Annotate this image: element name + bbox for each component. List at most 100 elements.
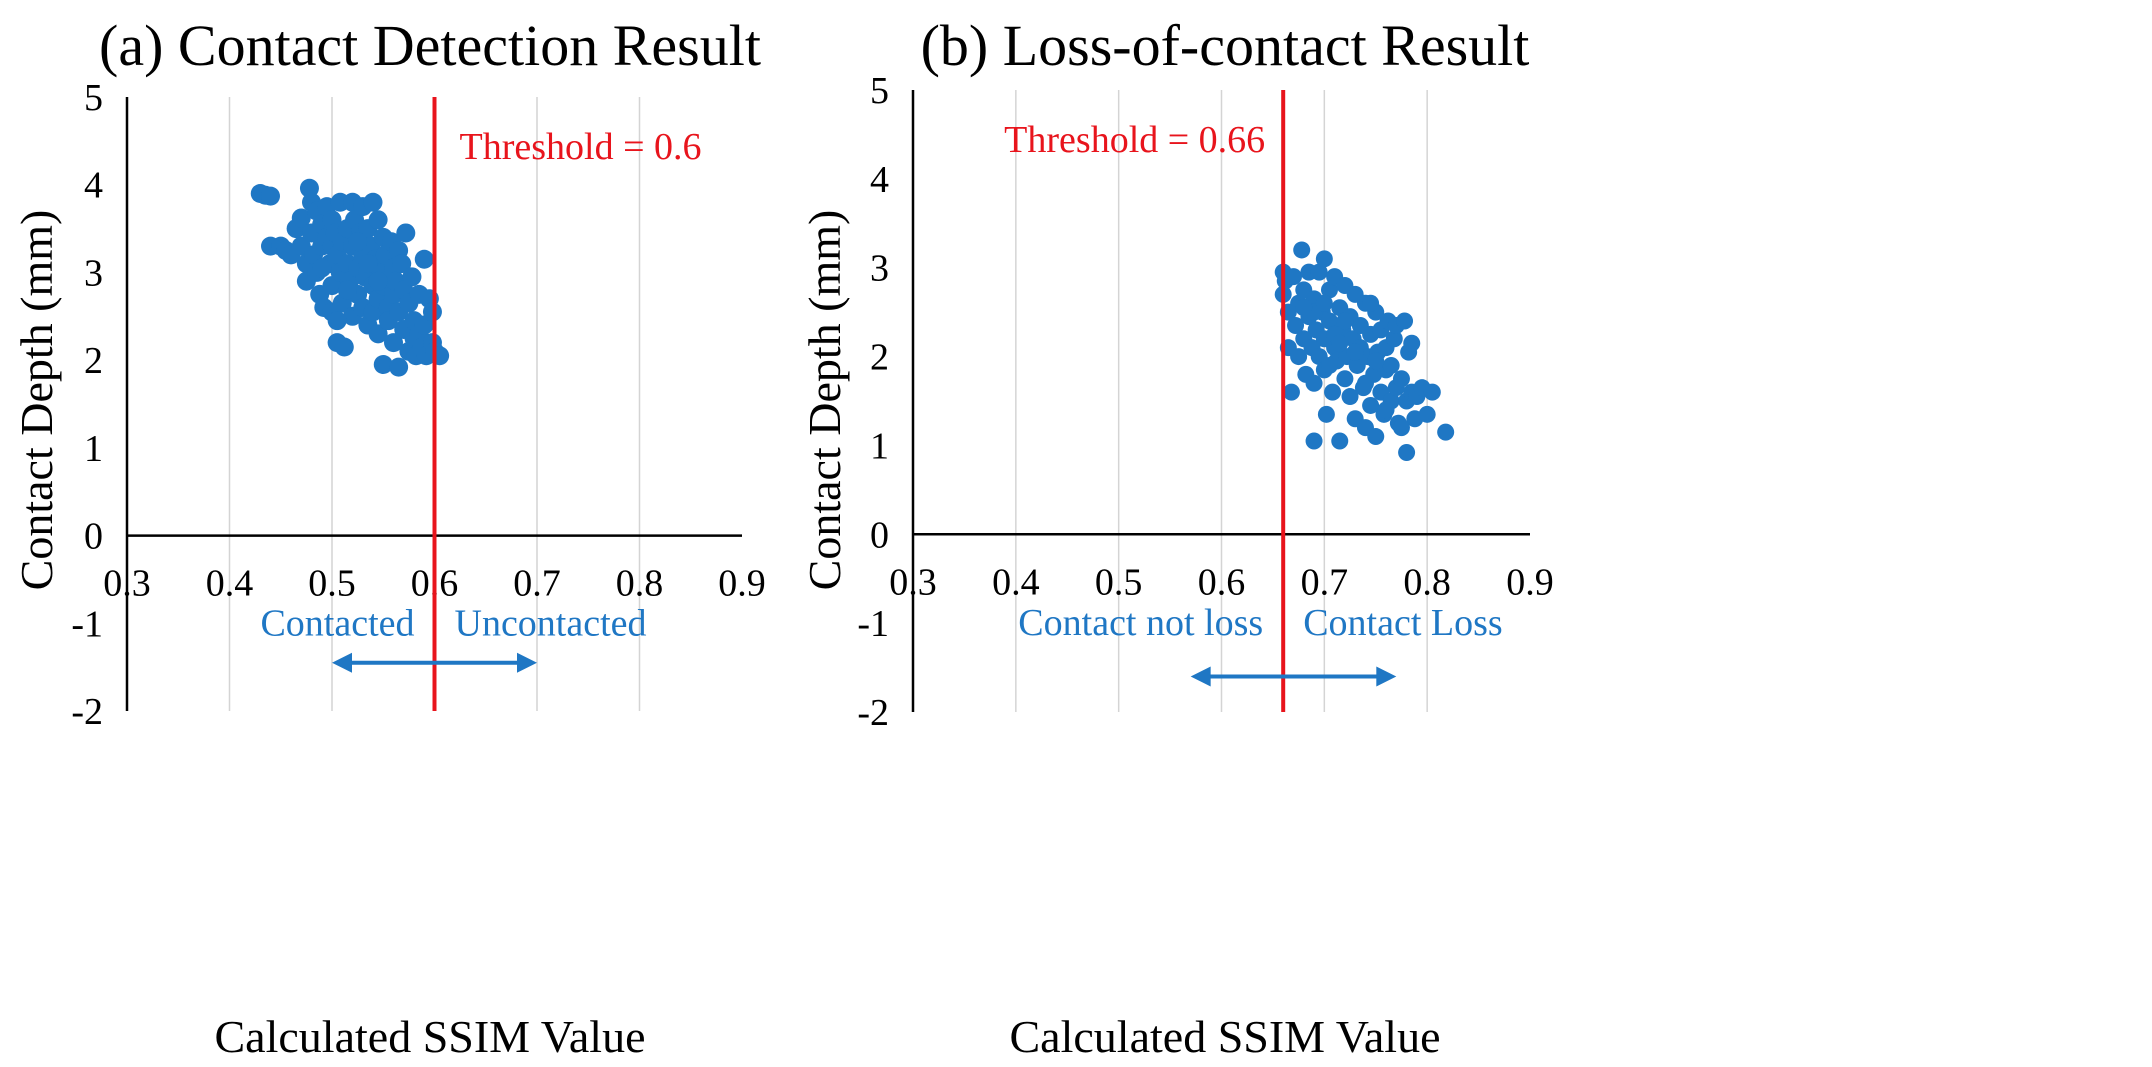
x-tick-label: 0.7 bbox=[1301, 561, 1349, 603]
panel-b-contact-not-loss-label: Contact not loss bbox=[1018, 602, 1263, 644]
scatter-point bbox=[1396, 312, 1414, 330]
scatter-point bbox=[1418, 405, 1436, 423]
panel-a-contacted-label: Contacted bbox=[260, 602, 414, 644]
scatter-point bbox=[358, 254, 378, 274]
scatter-point bbox=[1367, 428, 1385, 446]
panel-a-x-axis-label: Calculated SSIM Value bbox=[215, 1011, 646, 1062]
scatter-point bbox=[1346, 343, 1364, 361]
scatter-point bbox=[1320, 312, 1338, 330]
panel-b-double-arrow bbox=[1190, 666, 1397, 687]
x-tick-label: 0.8 bbox=[1403, 561, 1451, 603]
scatter-point bbox=[402, 267, 422, 287]
y-tick-label: -2 bbox=[857, 692, 889, 734]
panel-b-contact-loss-label: Contact Loss bbox=[1303, 602, 1502, 644]
y-tick-label: -1 bbox=[857, 603, 889, 645]
scatter-point bbox=[1287, 316, 1305, 334]
panel-b-ticks: 5 4 3 2 1 0 -1 -2 0.3 0.4 0.5 0.6 0.7 0.8 0.9 bbox=[857, 70, 1553, 734]
x-tick-label: 0.9 bbox=[718, 563, 766, 605]
scatter-point bbox=[368, 324, 388, 344]
panel-b-title: (b) Loss-of-contact Result bbox=[921, 13, 1530, 78]
x-tick-label: 0.5 bbox=[1095, 561, 1143, 603]
scatter-point bbox=[1336, 370, 1354, 388]
scatter-point bbox=[337, 280, 357, 300]
y-tick-label: -2 bbox=[71, 691, 103, 733]
panel-a-threshold-label: Threshold = 0.6 bbox=[460, 126, 702, 168]
scatter-point bbox=[1284, 268, 1302, 286]
scatter-point bbox=[1315, 294, 1333, 312]
scatter-point bbox=[291, 208, 311, 228]
scatter-point bbox=[348, 232, 368, 252]
scatter-point bbox=[1305, 374, 1323, 392]
y-tick-label: 1 bbox=[870, 425, 889, 467]
scatter-point bbox=[1282, 383, 1300, 401]
scatter-point bbox=[327, 311, 347, 331]
scatter-point bbox=[422, 302, 442, 322]
x-tick-label: 0.5 bbox=[308, 563, 356, 605]
panel-b-threshold-label: Threshold = 0.66 bbox=[1004, 119, 1265, 161]
scatter-point bbox=[261, 186, 280, 206]
y-tick-label: 3 bbox=[84, 252, 103, 294]
panel-b-grid bbox=[911, 90, 1530, 712]
scatter-point bbox=[1423, 383, 1441, 401]
scatter-point bbox=[1362, 294, 1380, 312]
x-tick-label: 0.9 bbox=[1506, 561, 1554, 603]
x-tick-label: 0.4 bbox=[206, 563, 254, 605]
scatter-point bbox=[368, 210, 388, 230]
arrow-head-left bbox=[1190, 666, 1211, 687]
y-tick-label: 2 bbox=[870, 337, 889, 379]
scatter-point bbox=[1331, 432, 1349, 450]
scatter-point bbox=[1305, 432, 1323, 450]
scatter-point bbox=[1324, 383, 1342, 401]
scatter-point bbox=[334, 337, 354, 357]
scatter-point bbox=[1437, 423, 1455, 441]
scatter-point bbox=[1320, 281, 1338, 299]
panel-b-x-axis-label: Calculated SSIM Value bbox=[1010, 1011, 1441, 1062]
y-tick-label: 0 bbox=[84, 516, 103, 558]
panel-a-points bbox=[250, 178, 450, 377]
x-tick-label: 0.3 bbox=[103, 563, 151, 605]
scatter-point bbox=[1295, 299, 1313, 317]
panel-a-chart: (a) Contact Detection Result 5 4 3 2 1 0 -1 -2 0… bbox=[11, 13, 766, 1062]
scatter-point bbox=[1293, 241, 1311, 259]
scatter-point bbox=[392, 254, 412, 274]
arrow-head-left bbox=[332, 652, 352, 673]
scatter-point bbox=[414, 249, 434, 269]
scatter-point bbox=[1392, 370, 1410, 388]
scatter-point bbox=[363, 192, 383, 212]
scatter-point bbox=[1331, 334, 1349, 352]
x-tick-label: 0.7 bbox=[513, 563, 561, 605]
scatter-point bbox=[368, 271, 388, 291]
scatter-point bbox=[1367, 352, 1385, 370]
y-tick-label: -1 bbox=[71, 603, 103, 645]
scatter-point bbox=[312, 258, 332, 278]
panel-b-chart: (b) Loss-of-contact Result 5 4 3 2 1 0 -1 -2 0.3… bbox=[799, 13, 1554, 1062]
x-tick-label: 0.6 bbox=[1198, 561, 1246, 603]
scatter-point bbox=[1377, 401, 1395, 419]
x-tick-label: 0.3 bbox=[889, 561, 937, 603]
y-tick-label: 5 bbox=[870, 70, 889, 112]
panel-a-uncontacted-label: Uncontacted bbox=[455, 602, 647, 644]
y-tick-label: 4 bbox=[84, 165, 103, 207]
scatter-point bbox=[1310, 263, 1328, 281]
scatter-point bbox=[1320, 356, 1338, 374]
x-tick-label: 0.8 bbox=[616, 563, 664, 605]
scatter-point bbox=[1385, 330, 1403, 348]
scatter-point bbox=[1341, 388, 1359, 406]
scatter-point bbox=[1403, 334, 1421, 352]
scatter-point bbox=[299, 178, 319, 198]
scatter-point bbox=[373, 355, 393, 375]
scatter-point bbox=[1317, 405, 1335, 423]
panel-a-title: (a) Contact Detection Result bbox=[99, 13, 761, 78]
arrow-head-right bbox=[517, 652, 537, 673]
scatter-point bbox=[1382, 356, 1400, 374]
scatter-point bbox=[389, 357, 409, 377]
scatter-point bbox=[1290, 348, 1308, 366]
panel-b-points bbox=[1274, 241, 1455, 462]
scatter-point bbox=[1398, 444, 1416, 462]
panel-a-y-axis-label: Contact Depth (mm) bbox=[11, 210, 62, 591]
y-tick-label: 0 bbox=[870, 514, 889, 556]
scatter-point bbox=[396, 223, 416, 243]
scatter-point bbox=[1315, 250, 1333, 268]
y-tick-label: 4 bbox=[870, 159, 889, 201]
